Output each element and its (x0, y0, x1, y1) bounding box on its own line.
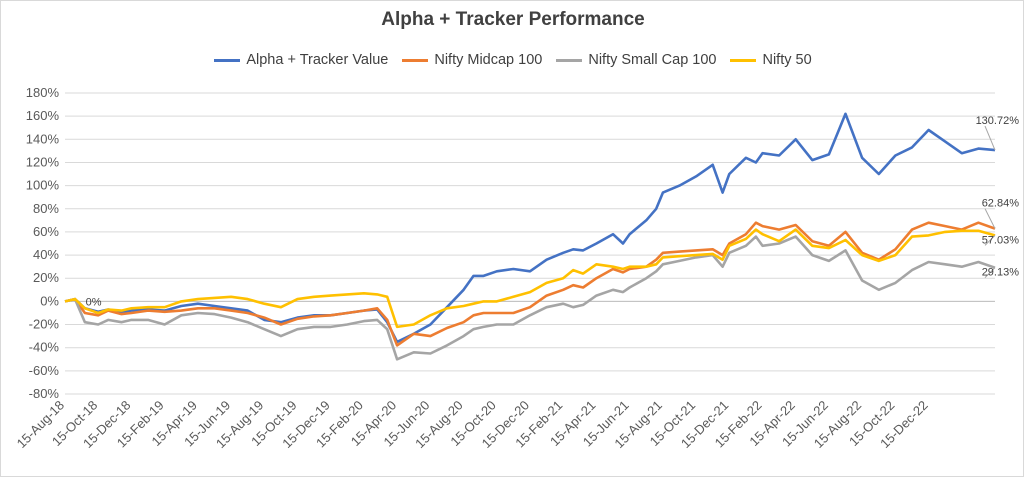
legend-item-nifty-midcap-100: Nifty Midcap 100 (402, 52, 542, 68)
y-tick-label: 180% (26, 85, 60, 100)
legend-item-nifty-50: Nifty 50 (730, 52, 812, 68)
legend-item-alpha-tracker-value: Alpha + Tracker Value (214, 52, 388, 68)
y-tick-label: 40% (33, 247, 59, 262)
y-tick-label: 160% (26, 108, 60, 123)
data-label-leader (984, 208, 996, 229)
series-line-nifty-midcap-100 (64, 221, 996, 347)
legend-swatch (214, 58, 241, 62)
y-tick-label: 60% (33, 224, 59, 239)
series-line-nifty-50 (64, 228, 996, 329)
y-tick-label: 100% (26, 178, 60, 193)
data-label-nifty-small-cap-100: 29.13% (982, 267, 1020, 279)
legend-label: Nifty 50 (762, 52, 812, 68)
legend: Alpha + Tracker Value Nifty Midcap 100 Nif… (1, 52, 1024, 68)
data-label-leader (984, 235, 996, 246)
y-tick-label: 120% (26, 154, 60, 169)
legend-label: Nifty Midcap 100 (434, 52, 543, 68)
data-label-alpha-tracker-value: 130.72% (976, 115, 1020, 127)
legend-swatch (556, 58, 583, 62)
legend-label: Alpha + Tracker Value (246, 52, 389, 68)
y-tick-label: 20% (33, 270, 59, 285)
data-label-nifty-50: 57.03% (982, 234, 1020, 246)
series-line-nifty-small-cap-100 (64, 235, 996, 361)
y-tick-label: -40% (29, 340, 60, 355)
data-label-leader (984, 125, 996, 151)
y-tick-label: 80% (33, 201, 59, 216)
y-tick-label: -20% (29, 317, 60, 332)
y-tick-label: -60% (29, 363, 60, 378)
annotation-label: 0% (86, 296, 102, 308)
legend-label: Nifty Small Cap 100 (588, 52, 717, 68)
data-label-leader (984, 267, 996, 279)
legend-swatch (402, 58, 429, 62)
chart-title: Alpha + Tracker Performance (381, 9, 645, 30)
legend-item-nifty-small-cap-100: Nifty Small Cap 100 (556, 52, 716, 68)
series-line-alpha-tracker-value (64, 112, 996, 344)
y-tick-label: -80% (29, 386, 60, 401)
y-tick-label: 140% (26, 131, 60, 146)
y-tick-label: 0% (40, 293, 59, 308)
data-label-nifty-midcap-100: 62.84% (982, 198, 1020, 210)
legend-swatch (730, 58, 757, 62)
